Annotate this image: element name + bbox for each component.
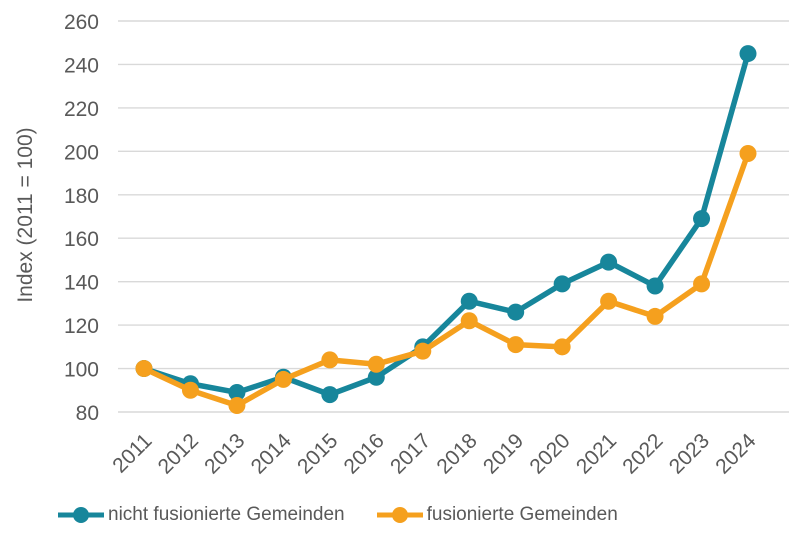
data-point-1-2012	[181, 381, 199, 399]
y-tick-label: 260	[64, 11, 99, 34]
legend-item-nicht-fusionierte-gemeinden: nicht fusionierte Gemeinden	[58, 504, 345, 526]
legend-item-fusionierte-gemeinden: fusionierte Gemeinden	[376, 504, 618, 526]
data-point-0-2021	[600, 253, 618, 271]
data-point-1-2018	[460, 312, 478, 330]
data-point-1-2021	[600, 292, 618, 310]
x-tick-label: 2016	[340, 429, 389, 478]
data-point-1-2014	[274, 370, 292, 388]
x-tick-label: 2024	[711, 429, 761, 479]
data-point-1-2016	[367, 355, 385, 373]
x-tick-label: 2018	[432, 429, 481, 478]
data-point-1-2024	[739, 145, 757, 163]
x-tick-label: 2017	[386, 429, 435, 478]
data-point-1-2019	[507, 336, 525, 354]
x-tick-label: 2013	[200, 429, 249, 478]
data-point-1-2015	[321, 351, 339, 369]
x-tick-label: 2021	[572, 429, 621, 478]
legend-marker-line-dot-icon	[58, 507, 104, 523]
x-tick-label: 2011	[108, 429, 156, 477]
data-point-0-2024	[739, 45, 757, 63]
data-point-1-2022	[646, 307, 664, 325]
legend-label: nicht fusionierte Gemeinden	[108, 504, 345, 525]
data-point-0-2018	[460, 292, 478, 310]
x-tick-label: 2020	[525, 429, 574, 478]
y-tick-label: 180	[64, 185, 99, 208]
data-point-0-2013	[228, 383, 246, 401]
x-tick-label: 2022	[618, 429, 667, 478]
x-tick-label: 2015	[293, 429, 342, 478]
x-tick-label: 2023	[665, 429, 714, 478]
y-tick-label: 140	[64, 272, 99, 295]
data-point-1-2017	[414, 342, 432, 360]
series-line-0	[141, 50, 751, 398]
x-tick-label: 2012	[154, 429, 203, 478]
y-tick-label: 100	[64, 359, 99, 382]
legend-marker-line-dot-icon	[376, 507, 423, 523]
data-point-0-2019	[507, 303, 525, 321]
y-tick-label: 120	[64, 315, 99, 338]
y-tick-label: 220	[64, 98, 99, 121]
data-point-0-2023	[693, 210, 711, 228]
data-point-1-2020	[553, 338, 571, 356]
data-point-0-2016	[367, 368, 385, 386]
x-tick-label: 2014	[247, 429, 297, 479]
legend-label: fusionierte Gemeinden	[426, 504, 618, 525]
x-tick-label: 2019	[479, 429, 528, 478]
legend: nicht fusionierte Gemeinden fusionierte …	[58, 504, 618, 526]
y-tick-label: 240	[64, 54, 99, 77]
data-point-0-2022	[646, 277, 664, 295]
y-tick-label: 200	[64, 141, 99, 164]
y-tick-label: 160	[64, 228, 99, 251]
data-point-0-2020	[553, 275, 571, 293]
data-point-1-2011	[135, 360, 153, 378]
data-point-1-2023	[693, 275, 711, 293]
y-tick-label: 80	[76, 402, 99, 425]
data-point-1-2013	[228, 396, 246, 414]
data-point-0-2015	[321, 386, 339, 404]
